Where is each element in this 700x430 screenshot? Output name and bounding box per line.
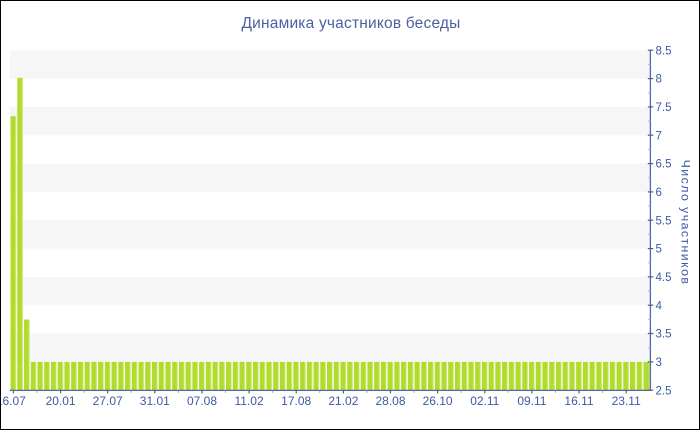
svg-text:8.5: 8.5 xyxy=(656,45,672,57)
svg-text:4.5: 4.5 xyxy=(656,272,672,284)
svg-text:16.11: 16.11 xyxy=(564,394,593,408)
svg-text:26.10: 26.10 xyxy=(423,394,453,408)
svg-text:31.01: 31.01 xyxy=(140,394,170,408)
svg-text:Динамика участников беседы: Динамика участников беседы xyxy=(241,15,460,32)
svg-text:Число участников: Число участников xyxy=(678,160,692,286)
svg-text:16.07: 16.07 xyxy=(0,394,26,408)
svg-text:7.5: 7.5 xyxy=(656,102,672,114)
svg-text:5: 5 xyxy=(656,244,662,256)
svg-text:6: 6 xyxy=(656,187,662,199)
svg-text:3: 3 xyxy=(656,357,662,369)
svg-text:8: 8 xyxy=(656,74,662,86)
svg-text:28.08: 28.08 xyxy=(375,394,405,408)
svg-text:27.07: 27.07 xyxy=(93,394,123,408)
svg-text:5.5: 5.5 xyxy=(656,215,672,227)
svg-text:07.08: 07.08 xyxy=(187,394,217,408)
svg-text:02.11: 02.11 xyxy=(470,394,499,408)
svg-text:20.01: 20.01 xyxy=(46,394,76,408)
svg-text:11.02: 11.02 xyxy=(235,394,264,408)
svg-text:23.11: 23.11 xyxy=(612,394,641,408)
svg-text:09.11: 09.11 xyxy=(517,394,546,408)
svg-text:17.08: 17.08 xyxy=(281,394,311,408)
svg-text:2.5: 2.5 xyxy=(656,385,672,397)
svg-text:6.5: 6.5 xyxy=(656,159,672,171)
svg-text:21.02: 21.02 xyxy=(328,394,358,408)
svg-text:3.5: 3.5 xyxy=(656,329,672,341)
svg-text:4: 4 xyxy=(656,300,663,312)
svg-text:7: 7 xyxy=(656,130,662,142)
